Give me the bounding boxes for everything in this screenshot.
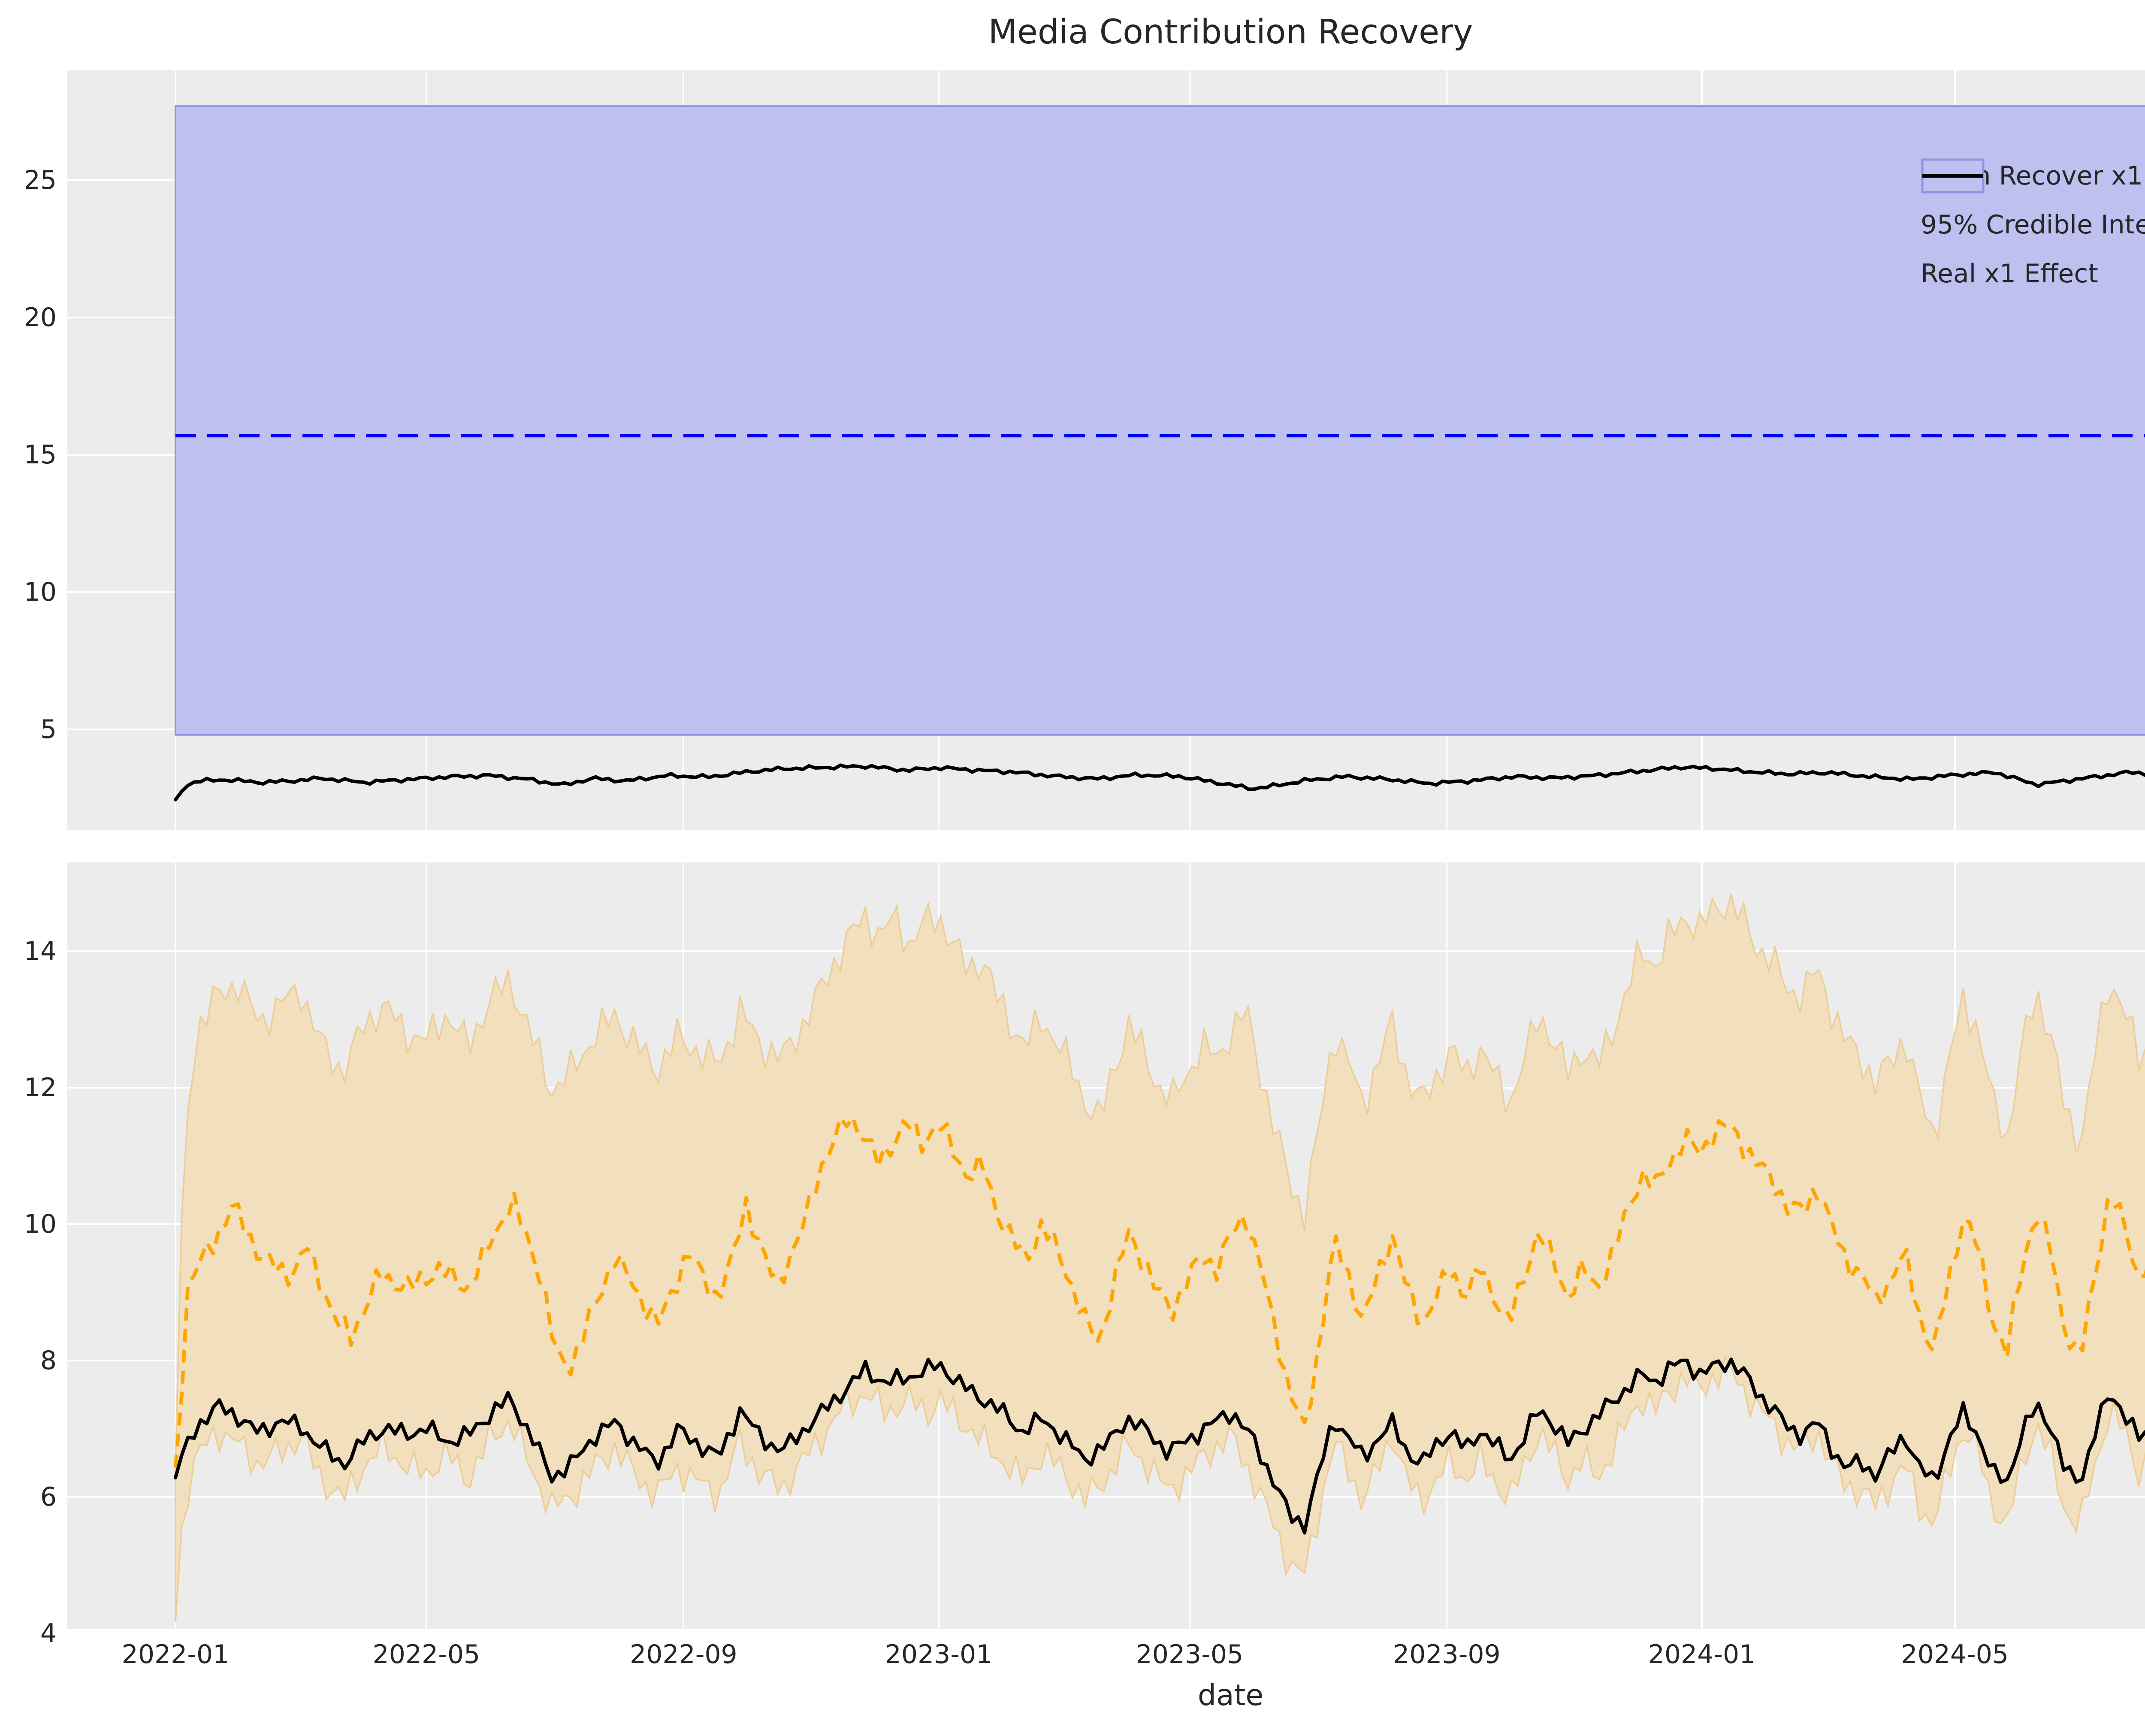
- y-tick-label: 6: [40, 1482, 57, 1512]
- x-tick-label: 2023-05: [1136, 1639, 1244, 1669]
- y-tick-label: 12: [24, 1073, 57, 1103]
- gridline: [67, 1633, 2145, 1634]
- x-tick-label: 2022-05: [372, 1639, 480, 1669]
- y-tick-label: 10: [24, 577, 57, 607]
- y-tick-label: 15: [24, 440, 57, 470]
- solid-line-sample-icon: [1922, 174, 1983, 178]
- x2-plot-canvas: [173, 894, 2145, 1622]
- x1-subplot: Mean Recover x1 Effect 95% Credible Inte…: [67, 70, 2145, 830]
- y-tick-label: 5: [40, 714, 57, 744]
- y-tick-label: 20: [24, 302, 57, 333]
- x1-legend: Mean Recover x1 Effect 95% Credible Inte…: [1921, 156, 2145, 293]
- gridline: [175, 862, 176, 1629]
- chart-title: Media Contribution Recovery: [988, 13, 1473, 51]
- legend-row: 95% Credible Interval: [1921, 158, 2145, 245]
- gridline: [67, 1496, 2145, 1498]
- y-tick-label: 25: [24, 165, 57, 195]
- x-tick-label: 2022-09: [630, 1639, 737, 1669]
- y-tick-label: 8: [40, 1346, 57, 1376]
- x-axis-label: date: [1197, 1679, 1264, 1712]
- x-tick-label: 2024-09: [2118, 1641, 2145, 1668]
- gridline: [67, 1087, 2145, 1089]
- x2-subplot: Mean Recover x2 Effect 95% Credible Inte…: [67, 862, 2145, 1634]
- gridline: [67, 950, 2145, 952]
- x1-plot-canvas: [174, 105, 2145, 801]
- x-tick-label: 2022-01: [121, 1639, 230, 1669]
- legend-row: Real x1 Effect: [1921, 174, 2145, 293]
- x-tick-label: 2023-09: [1393, 1639, 1501, 1669]
- x-tick-label: 2023-01: [885, 1639, 993, 1669]
- y-tick-label: 14: [24, 936, 57, 966]
- y-tick-label: 10: [24, 1209, 57, 1239]
- legend-label: Real x1 Effect: [1921, 259, 2098, 289]
- x-tick-label: 2024-05: [1901, 1639, 2009, 1669]
- y-tick-label: 4: [40, 1618, 57, 1648]
- x-tick-label: 2024-01: [1648, 1639, 1756, 1669]
- legend-label: 95% Credible Interval: [1921, 210, 2145, 240]
